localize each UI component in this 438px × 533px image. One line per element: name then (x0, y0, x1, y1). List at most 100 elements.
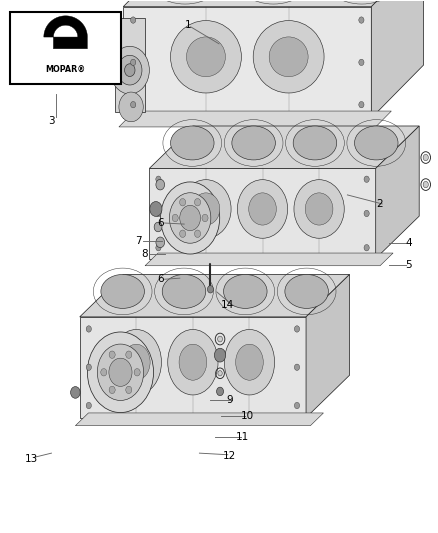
Circle shape (364, 176, 369, 182)
Circle shape (101, 368, 107, 376)
Circle shape (124, 64, 135, 77)
Ellipse shape (224, 329, 275, 395)
Circle shape (156, 179, 165, 190)
Text: 2: 2 (377, 199, 383, 209)
Polygon shape (123, 7, 371, 118)
Circle shape (71, 386, 80, 398)
Text: 3: 3 (48, 116, 55, 126)
Circle shape (117, 55, 142, 85)
Text: 12: 12 (223, 451, 237, 462)
Polygon shape (149, 126, 419, 168)
Polygon shape (80, 317, 306, 418)
Text: MOPAR®: MOPAR® (46, 64, 86, 74)
Circle shape (119, 92, 143, 122)
Text: 4: 4 (405, 238, 412, 248)
Ellipse shape (232, 126, 276, 160)
Circle shape (423, 181, 428, 188)
Circle shape (156, 245, 161, 251)
Circle shape (109, 386, 115, 393)
Text: 8: 8 (142, 249, 148, 259)
Text: 11: 11 (237, 432, 250, 442)
Circle shape (134, 368, 140, 376)
Circle shape (294, 364, 300, 370)
Ellipse shape (253, 21, 324, 93)
Polygon shape (123, 0, 424, 7)
Polygon shape (75, 413, 323, 426)
Circle shape (423, 155, 428, 161)
Polygon shape (149, 168, 376, 259)
Text: 6: 6 (157, 218, 163, 228)
Circle shape (110, 46, 149, 94)
Bar (115, 18, 145, 112)
Circle shape (216, 387, 223, 395)
Circle shape (180, 198, 186, 206)
Circle shape (202, 214, 208, 222)
Ellipse shape (237, 180, 288, 238)
Circle shape (218, 336, 223, 342)
Ellipse shape (285, 274, 328, 309)
Ellipse shape (236, 344, 263, 380)
Ellipse shape (354, 126, 398, 160)
Circle shape (364, 211, 369, 216)
Circle shape (364, 245, 369, 251)
Circle shape (109, 358, 132, 386)
Circle shape (88, 332, 154, 413)
Circle shape (131, 59, 136, 66)
Circle shape (194, 198, 201, 206)
Circle shape (180, 205, 201, 231)
Circle shape (294, 326, 300, 332)
Ellipse shape (293, 126, 337, 160)
Ellipse shape (187, 37, 226, 77)
Circle shape (180, 230, 186, 237)
Ellipse shape (249, 193, 276, 225)
Circle shape (208, 286, 213, 293)
Text: 7: 7 (135, 236, 142, 246)
Circle shape (359, 101, 364, 108)
Text: 1: 1 (185, 20, 192, 30)
Ellipse shape (168, 329, 218, 395)
Circle shape (156, 237, 165, 248)
Ellipse shape (192, 193, 220, 225)
Circle shape (86, 364, 92, 370)
Circle shape (97, 344, 144, 400)
Circle shape (172, 214, 178, 222)
Circle shape (160, 182, 220, 254)
Text: 10: 10 (241, 411, 254, 421)
Circle shape (86, 326, 92, 332)
Circle shape (131, 101, 136, 108)
Text: 6: 6 (157, 274, 163, 284)
Text: 9: 9 (226, 395, 233, 405)
Polygon shape (44, 16, 87, 49)
Ellipse shape (305, 193, 333, 225)
Polygon shape (371, 0, 424, 118)
Circle shape (156, 211, 161, 216)
Ellipse shape (294, 180, 344, 238)
Polygon shape (80, 274, 350, 317)
Polygon shape (376, 126, 419, 259)
Polygon shape (119, 111, 391, 127)
Text: 5: 5 (405, 261, 412, 270)
Circle shape (170, 193, 211, 243)
Ellipse shape (162, 274, 206, 309)
Ellipse shape (179, 344, 207, 380)
Ellipse shape (101, 274, 145, 309)
Circle shape (126, 386, 132, 393)
Ellipse shape (269, 37, 308, 77)
Bar (10, 12, 121, 84)
Ellipse shape (111, 329, 162, 395)
Circle shape (150, 201, 162, 216)
Ellipse shape (170, 21, 241, 93)
Circle shape (218, 370, 222, 376)
Circle shape (131, 17, 136, 23)
Ellipse shape (223, 274, 267, 309)
Polygon shape (306, 274, 350, 418)
Circle shape (126, 351, 132, 358)
Circle shape (194, 230, 201, 237)
Circle shape (86, 402, 92, 409)
Circle shape (214, 348, 226, 362)
Ellipse shape (123, 344, 150, 380)
Circle shape (109, 351, 115, 358)
Circle shape (359, 17, 364, 23)
Ellipse shape (181, 180, 231, 238)
Text: 14: 14 (221, 300, 234, 310)
